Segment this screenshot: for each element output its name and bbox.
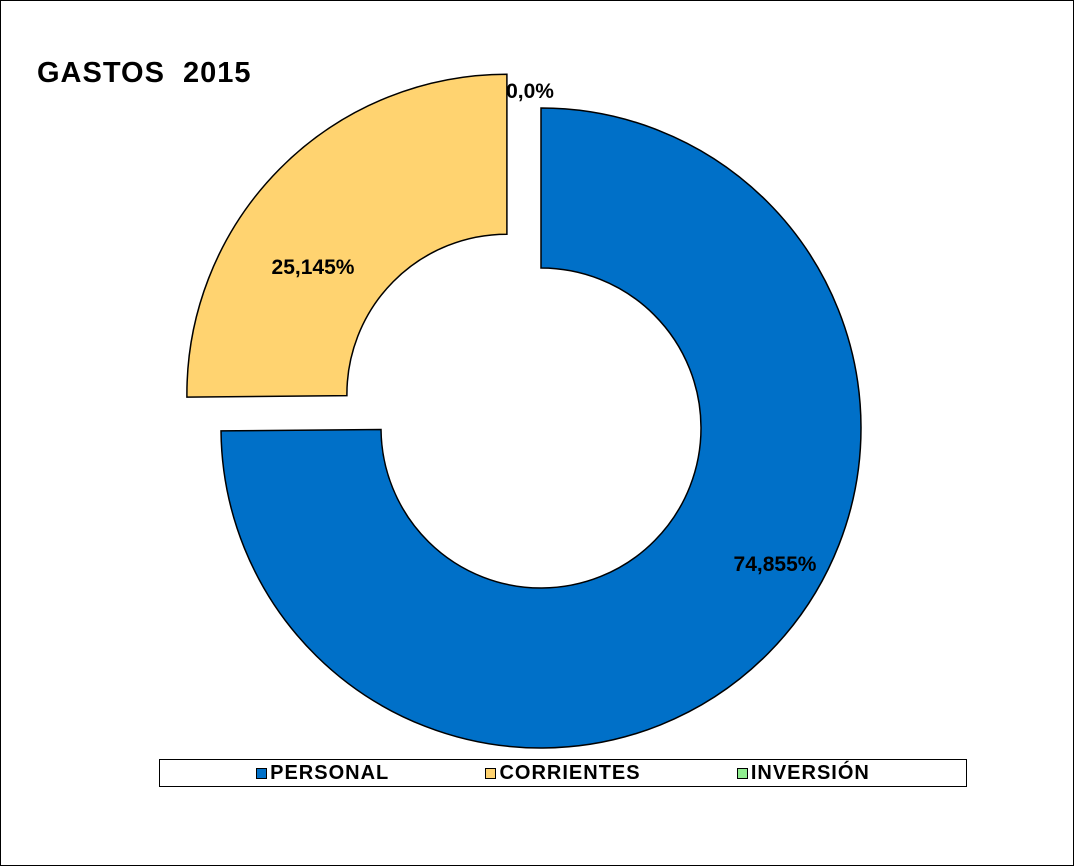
legend-entry-personal: PERSONAL xyxy=(256,762,389,785)
legend-label-inversion: INVERSIÓN xyxy=(750,761,870,784)
data-label-personal: 74,855% xyxy=(734,553,817,576)
legend-label-personal: PERSONAL xyxy=(270,761,390,784)
legend-swatch-corrientes xyxy=(485,767,497,779)
legend-entry-corrientes: CORRIENTES xyxy=(485,762,640,785)
slice-corrientes xyxy=(186,73,508,398)
legend-label-corrientes: CORRIENTES xyxy=(499,761,641,784)
legend-swatch-inversion xyxy=(736,767,748,779)
slice-personal xyxy=(220,107,862,749)
data-label-corrientes: 25,145% xyxy=(272,256,355,279)
chart-title: GASTOS 2015 xyxy=(37,57,252,89)
legend: PERSONAL CORRIENTES INVERSIÓN xyxy=(159,759,967,787)
legend-entry-inversion: INVERSIÓN xyxy=(736,761,870,785)
data-label-inversion: 0,0% xyxy=(506,80,554,103)
legend-swatch-personal xyxy=(256,767,268,779)
